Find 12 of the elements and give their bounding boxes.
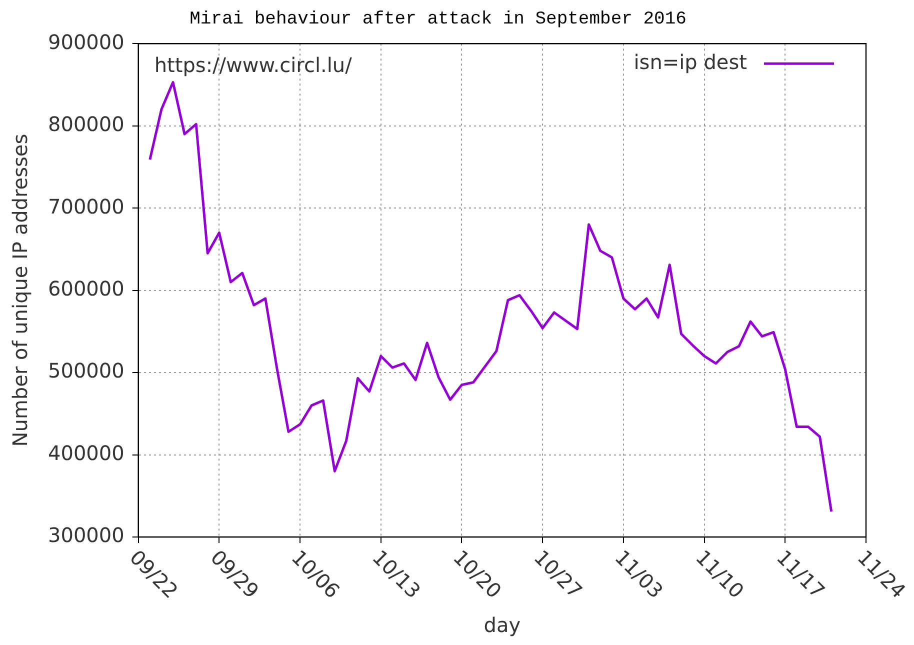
y-tick-label: 600000 [48, 276, 124, 301]
y-tick-label: 500000 [48, 358, 124, 383]
annotation: https://www.circl.lu/ [154, 52, 352, 77]
y-axis-title: Number of unique IP addresses [8, 134, 32, 447]
y-tick-label: 300000 [48, 523, 124, 548]
chart-title: Mirai behaviour after attack in September 2016 [190, 10, 686, 30]
y-tick-label: 800000 [48, 112, 124, 136]
y-tick-label: 900000 [48, 30, 124, 54]
legend-label: isn=ip dest [634, 50, 748, 74]
y-tick-label: 700000 [48, 194, 124, 218]
x-axis-title: day [484, 613, 521, 638]
y-tick-label: 400000 [48, 440, 124, 465]
